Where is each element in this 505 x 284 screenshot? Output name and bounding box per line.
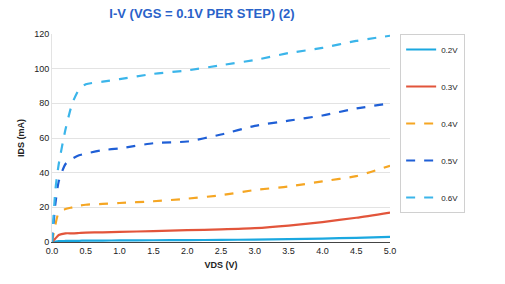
svg-text:I-V (VGS = 0.1V PER STEP) (2): I-V (VGS = 0.1V PER STEP) (2)	[109, 6, 294, 21]
svg-text:2.5: 2.5	[215, 246, 228, 256]
svg-text:100: 100	[34, 64, 49, 74]
svg-text:0: 0	[44, 237, 49, 247]
svg-text:0.5V: 0.5V	[441, 157, 458, 166]
svg-text:120: 120	[34, 29, 49, 39]
svg-text:0.0: 0.0	[46, 246, 59, 256]
svg-text:20: 20	[39, 202, 49, 212]
svg-text:4.5: 4.5	[350, 246, 363, 256]
svg-text:1.0: 1.0	[113, 246, 126, 256]
svg-text:80: 80	[39, 98, 49, 108]
svg-text:0.6V: 0.6V	[441, 194, 458, 203]
svg-text:5.0: 5.0	[384, 246, 397, 256]
svg-text:3.0: 3.0	[249, 246, 262, 256]
svg-text:VDS (V): VDS (V)	[204, 260, 237, 270]
svg-text:0.2V: 0.2V	[441, 46, 458, 55]
svg-text:0.3V: 0.3V	[441, 83, 458, 92]
svg-text:4.0: 4.0	[316, 246, 329, 256]
svg-text:IDS (mA): IDS (mA)	[16, 119, 26, 157]
svg-text:0.4V: 0.4V	[441, 120, 458, 129]
svg-text:1.5: 1.5	[147, 246, 160, 256]
svg-text:40: 40	[39, 168, 49, 178]
svg-text:60: 60	[39, 133, 49, 143]
svg-text:3.5: 3.5	[282, 246, 295, 256]
svg-text:2.0: 2.0	[181, 246, 194, 256]
svg-text:0.5: 0.5	[80, 246, 93, 256]
